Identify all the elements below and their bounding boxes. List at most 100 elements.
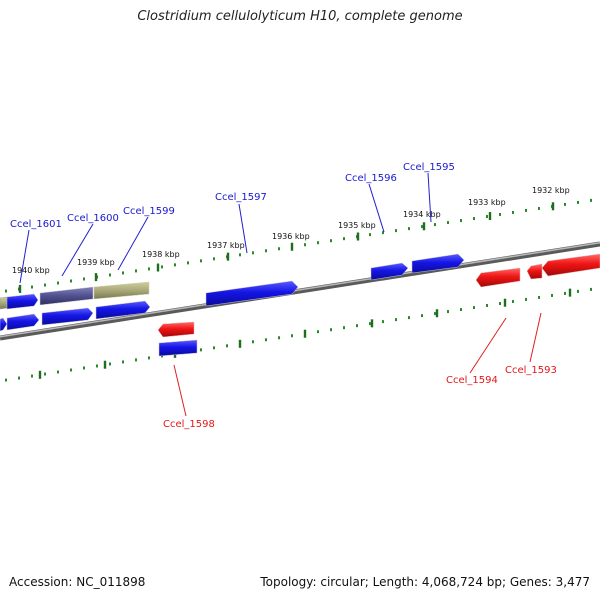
- gene-arrow-row2-a[interactable]: [6, 313, 40, 331]
- gene-labels-forward: Ccel_1601 Ccel_1600 Ccel_1599 Ccel_1597 …: [10, 162, 455, 230]
- forward-strand-lower-lane: [0, 300, 151, 332]
- ruler-dot: [83, 366, 85, 370]
- ruler-dot: [473, 217, 475, 221]
- gene-callouts: [19, 172, 542, 417]
- ruler-dot: [200, 259, 202, 263]
- ruler-dot: [421, 225, 423, 229]
- gene-arrow-ccel-1600[interactable]: [39, 286, 94, 306]
- ruler-dot: [382, 320, 384, 324]
- gene-label-ccel-1601: Ccel_1601: [10, 219, 62, 230]
- gene-arrow-ccel-1595[interactable]: [411, 253, 465, 274]
- gene-arrow-ccel-1598-blue[interactable]: [158, 339, 198, 357]
- gene-arrow-small-reverse[interactable]: [526, 263, 543, 280]
- scale-label-1937: 1937 kbp: [207, 241, 245, 250]
- ruler-dot: [44, 372, 46, 376]
- ruler-dot: [304, 243, 306, 247]
- gene-arrow-partial-left[interactable]: [0, 296, 8, 310]
- ruler-dot: [31, 285, 33, 289]
- callout-line-ccel-1600: [61, 223, 94, 277]
- ruler-dot: [161, 265, 163, 269]
- ruler-dot: [499, 213, 501, 216]
- ruler-dot: [122, 360, 124, 364]
- accession-text: Accession: NC_011898: [9, 575, 146, 589]
- gene-label-ccel-1595: Ccel_1595: [403, 162, 455, 173]
- gene-arrow-ccel-1599[interactable]: [93, 281, 150, 300]
- ruler-dot: [525, 208, 527, 212]
- gene-arrow-ccel-1597[interactable]: [205, 280, 299, 307]
- ruler-dot: [369, 322, 371, 326]
- gene-arrow-row2-c[interactable]: [95, 300, 151, 320]
- ruler-dot: [408, 227, 410, 231]
- forward-strand-upper-lane: [0, 253, 465, 310]
- callout-line-ccel-1593: [529, 312, 542, 363]
- ruler-dot: [70, 368, 72, 372]
- ruler-major-tick: [226, 252, 230, 261]
- ruler-dot: [31, 374, 33, 378]
- ruler-major-tick: [303, 329, 307, 338]
- ruler-dot: [382, 231, 384, 235]
- ruler-dot: [213, 257, 215, 261]
- ruler-dot: [213, 346, 215, 350]
- gene-arrow-ccel-1598-red[interactable]: [157, 321, 195, 338]
- ruler-dot: [330, 328, 332, 332]
- ruler-dot: [473, 306, 475, 310]
- ruler-dot: [369, 233, 371, 237]
- gene-arrow-row2-b[interactable]: [41, 307, 94, 326]
- ruler-major-tick: [238, 339, 242, 348]
- callout-line-ccel-1594: [469, 317, 507, 374]
- ruler-major-tick: [503, 298, 507, 307]
- ruler-dot: [5, 378, 7, 382]
- scale-label-1939: 1939 kbp: [77, 258, 115, 267]
- ruler-dot: [96, 364, 98, 368]
- ruler-dot: [57, 281, 59, 285]
- gene-label-ccel-1594: Ccel_1594: [446, 375, 498, 386]
- gene-arrow-ccel-1593[interactable]: [541, 253, 600, 277]
- gene-label-ccel-1596: Ccel_1596: [345, 173, 397, 184]
- ruler-dot: [538, 206, 540, 210]
- ruler-dot: [564, 202, 566, 206]
- ruler-dot: [252, 340, 254, 344]
- gene-label-ccel-1599: Ccel_1599: [123, 206, 175, 217]
- ruler-major-tick: [568, 288, 572, 297]
- callout-line-ccel-1596: [368, 183, 385, 233]
- ruler-major-tick: [551, 202, 555, 211]
- ruler-dot: [356, 324, 358, 328]
- ruler-dot: [577, 289, 579, 293]
- gene-labels-reverse: Ccel_1598 Ccel_1594 Ccel_1593: [163, 365, 557, 430]
- ruler-dot: [200, 348, 202, 352]
- scale-label-1934: 1934 kbp: [403, 210, 441, 219]
- gene-arrow-ccel-1594[interactable]: [475, 267, 521, 288]
- ruler-dot: [343, 237, 345, 241]
- ruler-dot: [252, 251, 254, 255]
- gene-arrow-fragment-left[interactable]: [0, 317, 8, 332]
- ruler-dot: [564, 291, 566, 295]
- ruler-dot: [239, 253, 241, 257]
- scale-label-1938: 1938 kbp: [142, 250, 180, 259]
- ruler-dot: [317, 241, 319, 245]
- ruler-dot: [122, 271, 124, 275]
- ruler-dot: [70, 279, 72, 283]
- gene-arrow-ccel-1596[interactable]: [370, 262, 409, 281]
- gene-label-ccel-1598: Ccel_1598: [163, 419, 215, 430]
- scale-label-1932: 1932 kbp: [532, 186, 570, 195]
- ruler-dot: [44, 283, 46, 287]
- ruler-dot: [434, 223, 436, 227]
- ruler-dot: [590, 287, 592, 291]
- ruler-major-tick: [94, 273, 98, 282]
- ruler-major-tick: [422, 222, 426, 231]
- ruler-dot: [278, 336, 280, 340]
- ruler-dot: [83, 277, 85, 281]
- callout-line-ccel-1599: [117, 216, 149, 271]
- ruler-dot: [57, 370, 59, 374]
- ruler-major-tick: [18, 284, 22, 293]
- ruler-dot: [447, 221, 449, 225]
- ruler-dot: [174, 263, 176, 267]
- ruler-dot: [486, 304, 488, 308]
- ruler-dot: [187, 261, 189, 265]
- ruler-major-tick: [435, 309, 439, 318]
- ruler-dot: [395, 318, 397, 322]
- ruler-dot: [395, 229, 397, 233]
- ruler-dot: [460, 219, 462, 223]
- ruler-dot: [18, 376, 20, 380]
- gene-arrow-ccel-1601[interactable]: [6, 293, 39, 310]
